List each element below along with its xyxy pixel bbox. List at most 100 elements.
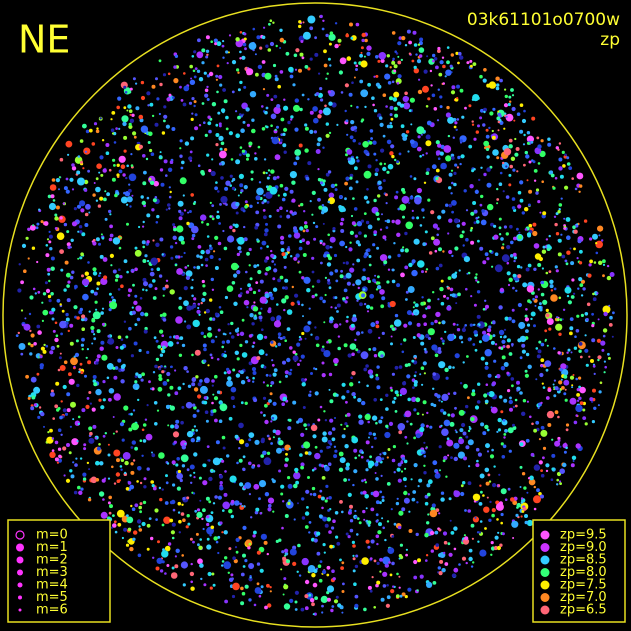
star: [369, 293, 375, 299]
star: [447, 542, 451, 546]
star: [284, 295, 289, 300]
star: [450, 71, 453, 74]
star: [239, 343, 243, 347]
star: [33, 342, 37, 346]
star: [430, 84, 433, 87]
star: [329, 271, 334, 276]
star: [451, 210, 454, 214]
star: [270, 442, 273, 445]
star: [155, 77, 158, 81]
star: [202, 291, 207, 296]
star: [317, 418, 321, 422]
star: [427, 305, 431, 310]
star: [519, 391, 523, 395]
star: [526, 131, 531, 135]
star: [402, 381, 407, 386]
star: [88, 437, 95, 444]
star: [554, 440, 561, 447]
star: [530, 317, 533, 321]
star: [128, 122, 132, 126]
star: [497, 110, 500, 113]
star: [281, 550, 285, 554]
star: [301, 382, 306, 387]
star: [304, 579, 310, 585]
star: [347, 478, 351, 481]
star: [29, 352, 33, 356]
star: [241, 505, 244, 508]
star: [270, 124, 273, 127]
star: [329, 544, 333, 549]
star: [537, 144, 542, 149]
star: [265, 373, 269, 377]
star: [166, 564, 170, 567]
star: [49, 451, 56, 458]
star: [80, 160, 83, 164]
star: [331, 102, 337, 108]
star: [100, 511, 108, 519]
star: [164, 284, 169, 289]
star: [405, 221, 414, 230]
star: [260, 411, 263, 414]
star: [392, 57, 395, 61]
star: [106, 192, 110, 197]
star: [98, 398, 102, 402]
star: [570, 351, 573, 354]
star: [318, 179, 321, 182]
star: [163, 105, 167, 109]
star: [345, 153, 348, 157]
star: [538, 460, 543, 465]
zp-legend: zp=9.5zp=9.0zp=8.5zp=8.0zp=7.5zp=7.0zp=6…: [540, 528, 607, 618]
star: [375, 74, 379, 78]
star: [68, 372, 72, 377]
star: [384, 220, 387, 222]
star: [576, 223, 579, 226]
star: [514, 398, 518, 402]
star: [562, 308, 566, 311]
star: [266, 451, 271, 455]
star: [231, 577, 234, 580]
star: [393, 396, 397, 400]
star: [125, 487, 130, 491]
star: [306, 506, 309, 509]
star: [68, 451, 72, 455]
star: [95, 361, 99, 365]
star: [189, 474, 192, 477]
star: [477, 321, 485, 329]
star: [210, 170, 216, 177]
star: [91, 318, 96, 323]
star: [349, 504, 353, 509]
star: [113, 482, 117, 485]
star: [248, 264, 251, 267]
star: [214, 418, 218, 423]
star: [548, 327, 552, 331]
star: [281, 197, 286, 202]
star: [156, 267, 161, 272]
star: [185, 401, 193, 409]
star: [447, 454, 450, 457]
star: [435, 266, 440, 271]
star: [317, 197, 321, 202]
star: [557, 436, 561, 441]
star: [258, 181, 262, 184]
star: [528, 223, 533, 228]
star: [488, 126, 491, 130]
star: [340, 229, 345, 233]
star: [354, 129, 357, 133]
star: [237, 71, 240, 74]
star: [446, 46, 450, 49]
star: [313, 117, 319, 124]
star: [239, 50, 242, 54]
star: [204, 88, 209, 93]
star: [399, 204, 407, 211]
star: [401, 457, 406, 461]
star: [103, 197, 107, 202]
star: [534, 147, 542, 155]
star: [238, 447, 241, 450]
star: [152, 198, 157, 203]
star: [419, 155, 422, 158]
star: [602, 263, 606, 266]
star: [164, 346, 167, 349]
star: [176, 472, 183, 480]
star: [302, 253, 307, 257]
star: [591, 324, 595, 328]
